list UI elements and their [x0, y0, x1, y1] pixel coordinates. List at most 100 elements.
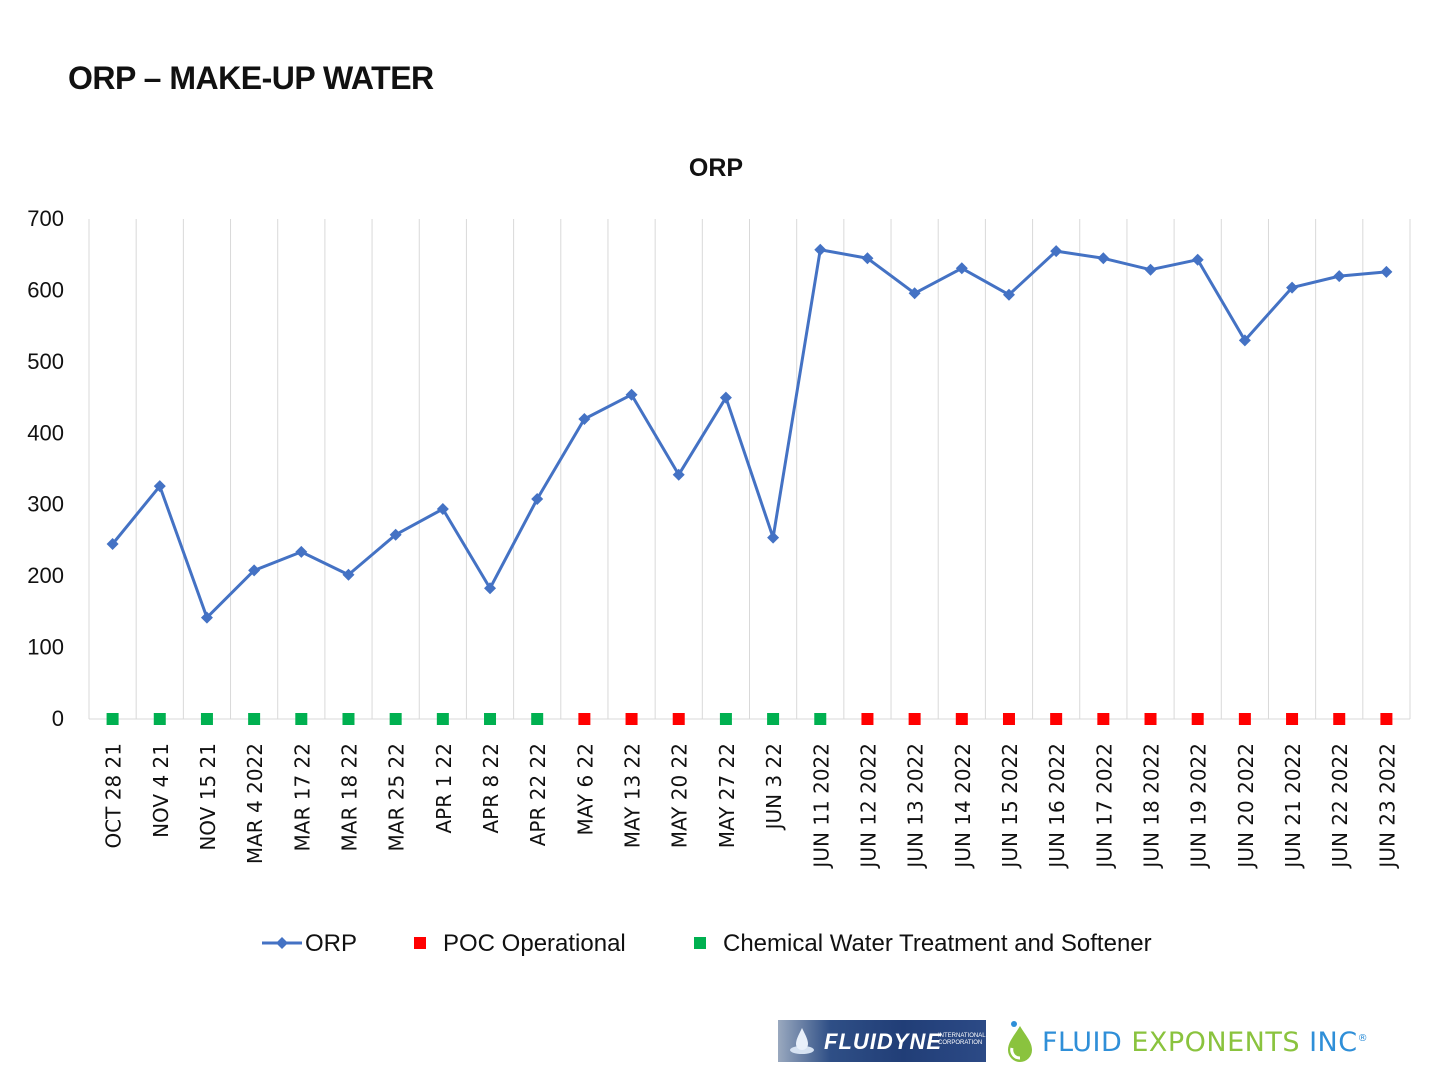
y-tick-label: 200 [27, 563, 64, 588]
x-tick-label: MAY 6 22 [573, 743, 597, 836]
x-tick-label: NOV 15 21 [196, 743, 220, 851]
data-point-chemical-water-treatment-and-softener [106, 713, 119, 725]
data-point-orp [106, 538, 119, 550]
data-point-orp [625, 388, 638, 401]
data-point-chemical-water-treatment-and-softener [389, 713, 402, 725]
data-point-orp [908, 287, 921, 300]
data-point-orp [861, 252, 874, 265]
data-point-orp [672, 468, 685, 481]
orp-chart: ORP 0 100 200 300 400 500 600 700 OCT 28 21 NOV … [27, 154, 1411, 957]
fluidyne-wordmark: FLUIDYNE [824, 1029, 942, 1054]
y-tick-label: 500 [27, 349, 64, 374]
footer-logos: FLUIDYNE INTERNATIONAL CORPORATION FLUID … [778, 1018, 1438, 1068]
data-point-poc-operational [625, 713, 638, 725]
legend-marker [276, 937, 288, 949]
data-point-orp [1002, 288, 1015, 301]
data-point-chemical-water-treatment-and-softener [767, 713, 780, 725]
x-tick-label: JUN 19 2022 [1187, 743, 1211, 870]
data-point-orp [955, 262, 968, 275]
data-point-orp [719, 391, 732, 404]
x-tick-label: MAY 20 22 [668, 743, 692, 848]
x-tick-label: APR 8 22 [479, 743, 503, 834]
x-tick-label: JUN 11 2022 [809, 743, 833, 870]
data-point-orp [578, 413, 591, 425]
data-point-orp [200, 611, 213, 624]
chart-title: ORP [689, 154, 743, 182]
x-tick-label: JUN 17 2022 [1092, 743, 1116, 870]
data-point-poc-operational [861, 713, 874, 725]
data-point-chemical-water-treatment-and-softener [295, 713, 308, 725]
x-tick-label: MAR 17 22 [290, 743, 314, 851]
x-axis: OCT 28 21 NOV 4 21 NOV 15 21 MAR 4 2022 MAR … [102, 743, 1400, 870]
data-point-poc-operational [1380, 713, 1393, 725]
data-point-poc-operational [955, 713, 968, 725]
slide-title: ORP – MAKE-UP WATER [68, 60, 434, 96]
data-point-poc-operational [908, 713, 921, 725]
x-tick-label: JUN 18 2022 [1140, 743, 1164, 870]
data-point-chemical-water-treatment-and-softener [719, 713, 732, 725]
y-tick-label: 600 [27, 277, 64, 302]
x-tick-label: NOV 4 21 [149, 743, 173, 838]
x-tick-label: APR 1 22 [432, 743, 456, 834]
data-point-poc-operational [1191, 713, 1204, 725]
x-tick-label: JUN 22 2022 [1328, 743, 1352, 870]
plot-area [106, 243, 1393, 725]
x-tick-label: MAR 4 2022 [243, 743, 267, 864]
y-tick-label: 400 [27, 420, 64, 445]
data-point-poc-operational [1286, 713, 1299, 725]
data-point-poc-operational [1097, 713, 1110, 725]
x-tick-label: APR 22 22 [526, 743, 550, 846]
data-point-poc-operational [578, 713, 591, 725]
fluidyne-logo: FLUIDYNE INTERNATIONAL CORPORATION [778, 1020, 986, 1062]
x-tick-label: MAY 13 22 [621, 743, 645, 848]
data-point-chemical-water-treatment-and-softener [814, 713, 827, 725]
data-point-orp [814, 243, 827, 256]
data-point-orp [1050, 245, 1063, 258]
data-point-chemical-water-treatment-and-softener [531, 713, 544, 725]
data-point-orp [153, 480, 166, 493]
y-tick-label: 300 [27, 492, 64, 517]
x-tick-label: JUN 23 2022 [1375, 743, 1399, 870]
fluid-exponents-wordmark: FLUID EXPONENTS INC® [1042, 1027, 1369, 1058]
chart-legend: ORP POC Operational Chemical Water Treatme… [262, 930, 1152, 957]
y-tick-label: 100 [27, 635, 64, 660]
x-tick-label: JUN 20 2022 [1234, 743, 1258, 870]
data-point-orp [1238, 334, 1251, 347]
x-tick-label: JUN 12 2022 [856, 743, 880, 870]
data-point-orp [389, 528, 402, 541]
data-point-orp [1380, 265, 1393, 278]
fluidyne-subtitle: INTERNATIONAL CORPORATION [938, 1033, 986, 1046]
data-point-chemical-water-treatment-and-softener [484, 713, 497, 725]
legend-marker [694, 937, 706, 949]
data-point-orp [1191, 253, 1204, 266]
data-point-orp [1144, 263, 1157, 276]
data-point-orp [1333, 270, 1346, 283]
y-tick-label: 0 [52, 706, 64, 731]
data-point-poc-operational [1238, 713, 1251, 725]
data-point-orp [484, 582, 497, 595]
data-point-chemical-water-treatment-and-softener [248, 713, 261, 725]
data-point-chemical-water-treatment-and-softener [153, 713, 166, 725]
x-tick-label: JUN 15 2022 [998, 743, 1022, 870]
data-point-orp [248, 564, 261, 577]
data-point-poc-operational [1144, 713, 1157, 725]
series-line-orp [111, 248, 1387, 620]
droplet-icon [1008, 1021, 1032, 1062]
legend-label: Chemical Water Treatment and Softener [723, 930, 1152, 957]
data-point-orp [1097, 252, 1110, 265]
x-tick-label: JUN 3 22 [762, 743, 786, 831]
water-splash-icon [790, 1028, 814, 1054]
y-axis: 0 100 200 300 400 500 600 700 [27, 206, 64, 731]
legend-label: ORP [305, 930, 357, 957]
x-tick-label: JUN 21 2022 [1281, 743, 1305, 870]
x-tick-label: OCT 28 21 [102, 743, 126, 849]
data-point-orp [436, 503, 449, 515]
y-tick-label: 700 [27, 206, 64, 231]
x-tick-label: MAY 27 22 [715, 743, 739, 848]
data-point-orp [531, 493, 544, 505]
data-point-chemical-water-treatment-and-softener [200, 713, 213, 725]
data-point-chemical-water-treatment-and-softener [342, 713, 355, 725]
data-point-orp [295, 545, 308, 558]
x-tick-label: JUN 16 2022 [1045, 743, 1069, 870]
legend-label: POC Operational [443, 930, 626, 957]
